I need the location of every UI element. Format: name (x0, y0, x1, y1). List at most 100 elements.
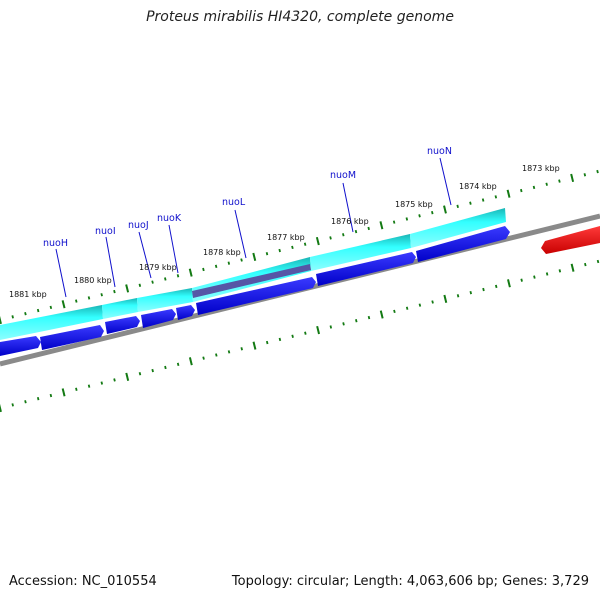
major-tick (125, 284, 130, 293)
minor-tick (36, 308, 40, 313)
minor-tick (100, 293, 103, 297)
minor-tick (354, 229, 358, 234)
minor-tick (392, 220, 396, 224)
minor-tick (214, 264, 218, 268)
minor-tick (265, 252, 269, 256)
major-tick (316, 325, 321, 335)
gene-label: nuoI (95, 226, 116, 237)
minor-tick (11, 403, 14, 407)
minor-tick (303, 242, 307, 246)
minor-tick (469, 201, 472, 205)
minor-tick (405, 217, 409, 221)
minor-tick (342, 322, 345, 326)
leader-line (234, 209, 247, 259)
minor-tick (138, 372, 142, 376)
major-tick (379, 310, 384, 319)
inner-scale-ring (0, 259, 600, 413)
major-tick (570, 263, 575, 272)
minor-tick (113, 289, 116, 294)
minor-tick (545, 272, 549, 276)
minor-tick (87, 296, 91, 300)
cds-track (0, 226, 510, 356)
cds-arrow (176, 305, 195, 320)
minor-tick (227, 350, 231, 354)
minor-tick (215, 353, 218, 357)
gene-band-segment (102, 298, 138, 319)
scale-label: 1878 kbp (203, 248, 241, 257)
gene-label: nuoH (43, 238, 68, 249)
cds-arrow (105, 316, 140, 334)
gene-band-segment (137, 288, 193, 312)
scale-label: 1881 kbp (9, 290, 47, 299)
minor-tick (11, 315, 14, 319)
minor-tick (481, 198, 485, 202)
minor-tick (151, 368, 154, 373)
minor-tick (176, 362, 180, 367)
gene-label-leaders (55, 157, 452, 298)
scale-label: 1876 kbp (331, 217, 369, 226)
minor-tick (113, 378, 116, 382)
major-tick (188, 357, 193, 366)
minor-tick (405, 306, 409, 310)
major-tick (252, 252, 257, 261)
minor-tick (558, 269, 562, 273)
major-tick (379, 221, 384, 230)
scale-label: 1874 kbp (459, 182, 497, 191)
leader-line (439, 157, 452, 206)
minor-tick (75, 299, 78, 303)
minor-tick (291, 334, 294, 338)
minor-tick (456, 294, 460, 298)
minor-tick (520, 278, 523, 282)
leader-line (138, 231, 152, 279)
gene-band-segment (410, 208, 506, 248)
scale-labels: 1881 kbp 1880 kbp 1879 kbp 1878 kbp 1877… (9, 164, 560, 299)
minor-tick (367, 226, 370, 231)
major-tick (252, 341, 257, 350)
minor-tick (240, 258, 243, 262)
major-tick (570, 173, 575, 183)
cds-arrow (316, 252, 416, 286)
gene-band-track (0, 208, 506, 340)
leader-line (55, 248, 67, 298)
major-tick (507, 279, 511, 288)
minor-tick (151, 280, 154, 284)
minor-tick (545, 182, 548, 186)
minor-tick (494, 284, 498, 289)
major-tick (443, 205, 447, 214)
minor-tick (456, 204, 459, 209)
scale-label: 1873 kbp (522, 164, 560, 173)
cds-arrow (416, 226, 510, 262)
minor-tick (278, 337, 282, 342)
minor-tick (227, 261, 231, 265)
cds-arrow (0, 336, 41, 356)
major-tick (315, 236, 320, 246)
minor-tick (49, 305, 53, 310)
minor-tick (164, 277, 167, 281)
gene-band-dark-overlay (192, 264, 311, 298)
gene-band-segment (310, 234, 411, 271)
major-tick (0, 315, 2, 325)
minor-tick (329, 236, 332, 240)
minor-tick (367, 315, 371, 320)
gene-label: nuoK (157, 213, 182, 224)
similarity-hit-feature (541, 226, 600, 254)
major-tick (0, 403, 2, 413)
minor-tick (164, 365, 167, 370)
minor-tick (583, 173, 587, 177)
minor-tick (138, 283, 142, 287)
minor-tick (533, 275, 536, 279)
scale-label: 1877 kbp (267, 233, 305, 242)
map-title: Proteus mirabilis HI4320, complete genom… (146, 9, 454, 25)
minor-tick (278, 248, 281, 253)
scale-label: 1879 kbp (139, 263, 177, 272)
minor-tick (532, 185, 536, 190)
cds-arrow (40, 325, 104, 350)
minor-tick (520, 188, 523, 193)
major-tick (188, 268, 193, 277)
gene-band-segment (0, 305, 103, 340)
major-tick (506, 189, 511, 198)
minor-tick (596, 259, 600, 264)
major-tick (125, 372, 130, 381)
